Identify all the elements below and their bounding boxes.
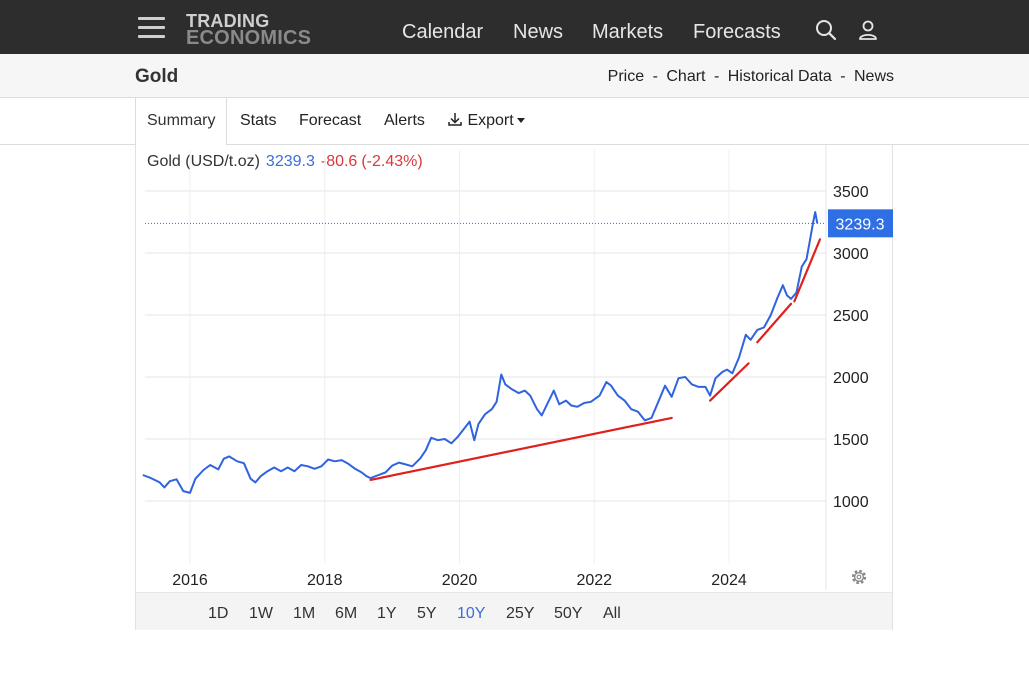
x-tick-label: 2022 — [576, 572, 612, 589]
tab-stats[interactable]: Stats — [240, 112, 277, 129]
y-tick-label: 3500 — [833, 184, 869, 201]
chevron-down-icon — [516, 118, 525, 124]
separator: - — [652, 68, 658, 85]
nav-link-markets[interactable]: Markets — [592, 21, 664, 43]
gear-icon[interactable] — [849, 567, 869, 587]
x-tick-label: 2018 — [307, 572, 343, 589]
nav-link-forecasts[interactable]: Forecasts — [693, 21, 781, 43]
range-selector: 1D 1W 1M 6M 1Y 5Y 10Y 25Y 50Y All — [136, 592, 892, 630]
page-title: Gold — [135, 66, 179, 87]
trend-lines — [369, 238, 822, 482]
current-value: 3239.3 — [265, 153, 315, 170]
trend-line — [793, 238, 822, 303]
trend-line — [369, 416, 673, 482]
range-50y[interactable]: 50Y — [554, 605, 583, 622]
y-tick-label: 3000 — [833, 246, 869, 263]
price-change: -80.6 — [320, 153, 358, 170]
top-navigation-bar: TRADING ECONOMICS Calendar News Markets … — [0, 0, 1029, 54]
tab-alerts[interactable]: Alerts — [384, 112, 425, 129]
tab-export[interactable]: Export — [447, 98, 525, 144]
search-icon[interactable] — [814, 18, 838, 42]
tab-forecast[interactable]: Forecast — [299, 112, 362, 129]
link-historical-data[interactable]: Historical Data — [727, 68, 832, 85]
value-badge-label: 3239.3 — [836, 216, 885, 233]
range-all[interactable]: All — [603, 605, 621, 622]
separator: - — [713, 68, 720, 85]
range-10y[interactable]: 10Y — [457, 605, 486, 622]
nav-link-news[interactable]: News — [513, 21, 564, 43]
trend-line — [756, 302, 793, 344]
trend-line — [709, 362, 750, 402]
y-tick-label: 2000 — [833, 370, 869, 387]
logo-line1: TRADING — [186, 11, 270, 31]
link-chart[interactable]: Chart — [666, 68, 706, 85]
range-1d[interactable]: 1D — [208, 605, 229, 622]
last-value-badge: 3239.3 — [828, 209, 893, 238]
y-axis-labels: 1000 1500 2000 2500 3000 3500 — [833, 184, 869, 511]
x-axis-labels: 2016 2018 2020 2022 2024 — [172, 572, 747, 589]
tabs-bar: Summary Stats Forecast Alerts Export — [0, 98, 1029, 145]
range-1w[interactable]: 1W — [249, 605, 273, 622]
chart-grid — [145, 145, 827, 590]
link-news[interactable]: News — [853, 68, 894, 85]
x-tick-label: 2016 — [172, 572, 208, 589]
price-change-percent: (-2.43%) — [361, 153, 423, 170]
nav-link-calendar[interactable]: Calendar — [402, 21, 484, 43]
link-price[interactable]: Price — [607, 68, 645, 85]
y-tick-label: 1500 — [833, 432, 869, 449]
tab-summary[interactable]: Summary — [135, 98, 228, 145]
range-6m[interactable]: 6M — [335, 605, 358, 622]
export-label: Export — [467, 112, 514, 129]
x-tick-label: 2020 — [442, 572, 478, 589]
site-logo[interactable]: TRADING ECONOMICS — [186, 11, 312, 49]
section-links: Price - Chart - Historical Data - News — [608, 68, 894, 86]
y-tick-label: 1000 — [833, 494, 869, 511]
separator: - — [840, 68, 846, 85]
range-1y[interactable]: 1Y — [377, 605, 397, 622]
chart-legend: Gold (USD/t.oz) 3239.3 -80.6 (-2.43%) — [147, 153, 423, 171]
x-tick-label: 2024 — [711, 572, 747, 589]
range-1m[interactable]: 1M — [293, 605, 316, 622]
series-name: Gold (USD/t.oz) — [147, 153, 260, 170]
range-5y[interactable]: 5Y — [417, 605, 437, 622]
download-icon — [448, 113, 462, 126]
range-25y[interactable]: 25Y — [506, 605, 535, 622]
price-series — [142, 211, 819, 494]
y-tick-label: 2500 — [833, 308, 869, 325]
logo-line2: ECONOMICS — [186, 27, 312, 49]
series-line — [142, 211, 819, 494]
value-badge-bg — [828, 209, 893, 238]
user-icon[interactable] — [856, 18, 880, 42]
hamburger-menu-icon[interactable] — [138, 17, 165, 39]
page-subheader: Gold Price - Chart - Historical Data - N… — [0, 54, 1029, 98]
